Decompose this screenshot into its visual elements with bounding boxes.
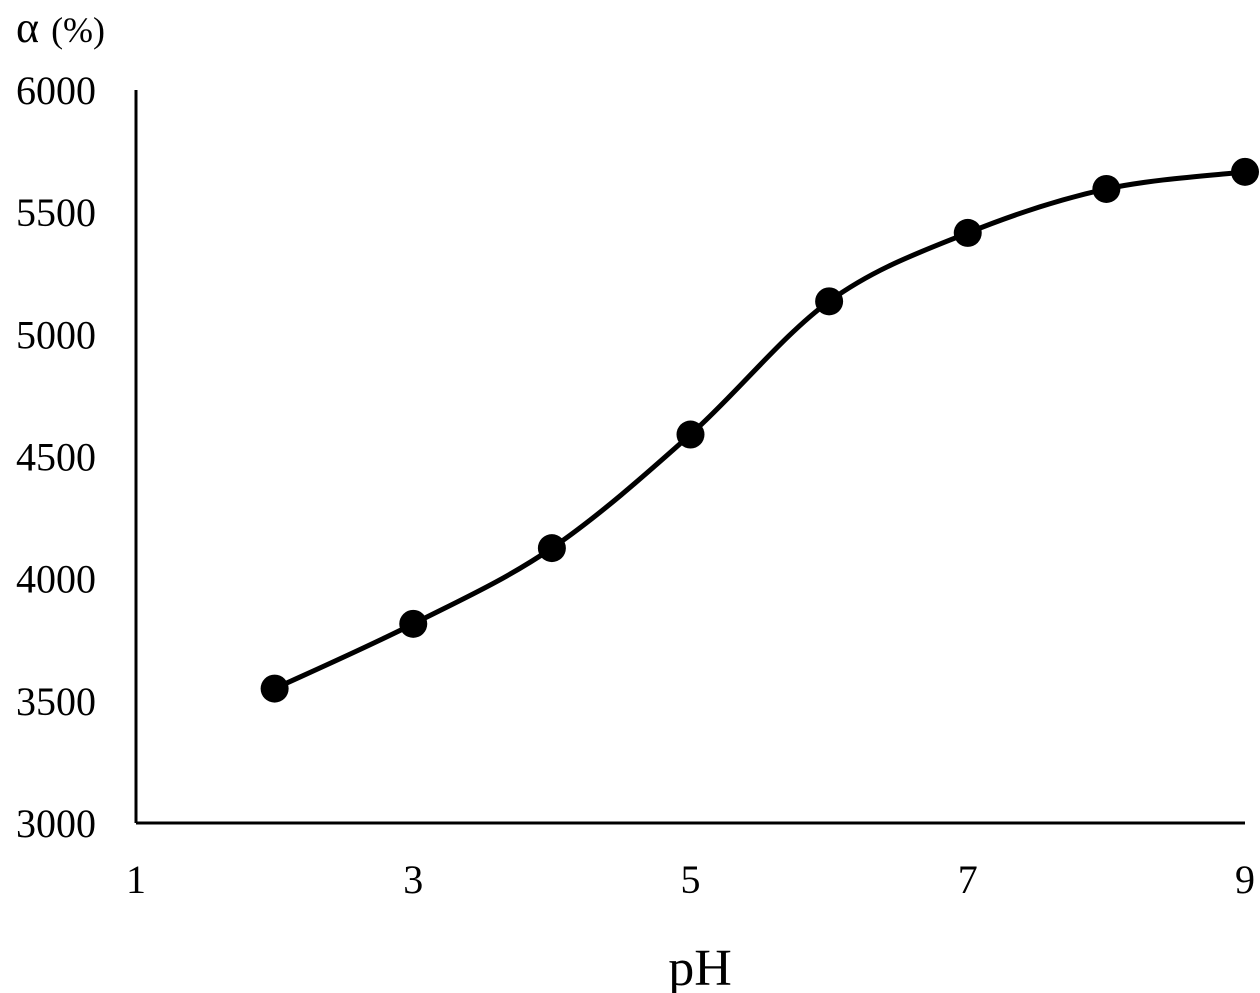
y-axis-symbol: α: [16, 3, 39, 52]
data-point: [953, 218, 982, 247]
data-point: [815, 287, 844, 316]
y-tick-labels: 3000 3500 4000 4500 5000 5500 6000: [16, 68, 96, 846]
x-tick-label: 9: [1235, 857, 1255, 902]
y-tick-label: 6000: [16, 68, 96, 113]
data-point: [1231, 157, 1259, 186]
y-tick-label: 5500: [16, 190, 96, 235]
data-point: [399, 609, 428, 638]
x-axis-title: pH: [668, 940, 732, 993]
series-line: [272, 169, 1248, 692]
x-tick-label: 1: [126, 857, 146, 902]
y-tick-label: 5000: [16, 312, 96, 357]
data-point: [260, 674, 289, 703]
data-point: [676, 420, 705, 449]
y-tick-label: 4000: [16, 557, 96, 602]
x-tick-labels: 1 3 5 7 9: [126, 857, 1255, 902]
y-axis-title: α (%): [16, 3, 105, 52]
y-tick-label: 3500: [16, 679, 96, 724]
data-point: [537, 534, 566, 563]
y-tick-label: 4500: [16, 435, 96, 480]
x-tick-label: 5: [681, 857, 701, 902]
x-tick-label: 3: [403, 857, 423, 902]
y-tick-label: 3000: [16, 801, 96, 846]
y-axis-unit: (%): [51, 10, 105, 50]
data-points: [260, 157, 1259, 703]
data-point: [1092, 174, 1121, 203]
x-tick-label: 7: [958, 857, 978, 902]
